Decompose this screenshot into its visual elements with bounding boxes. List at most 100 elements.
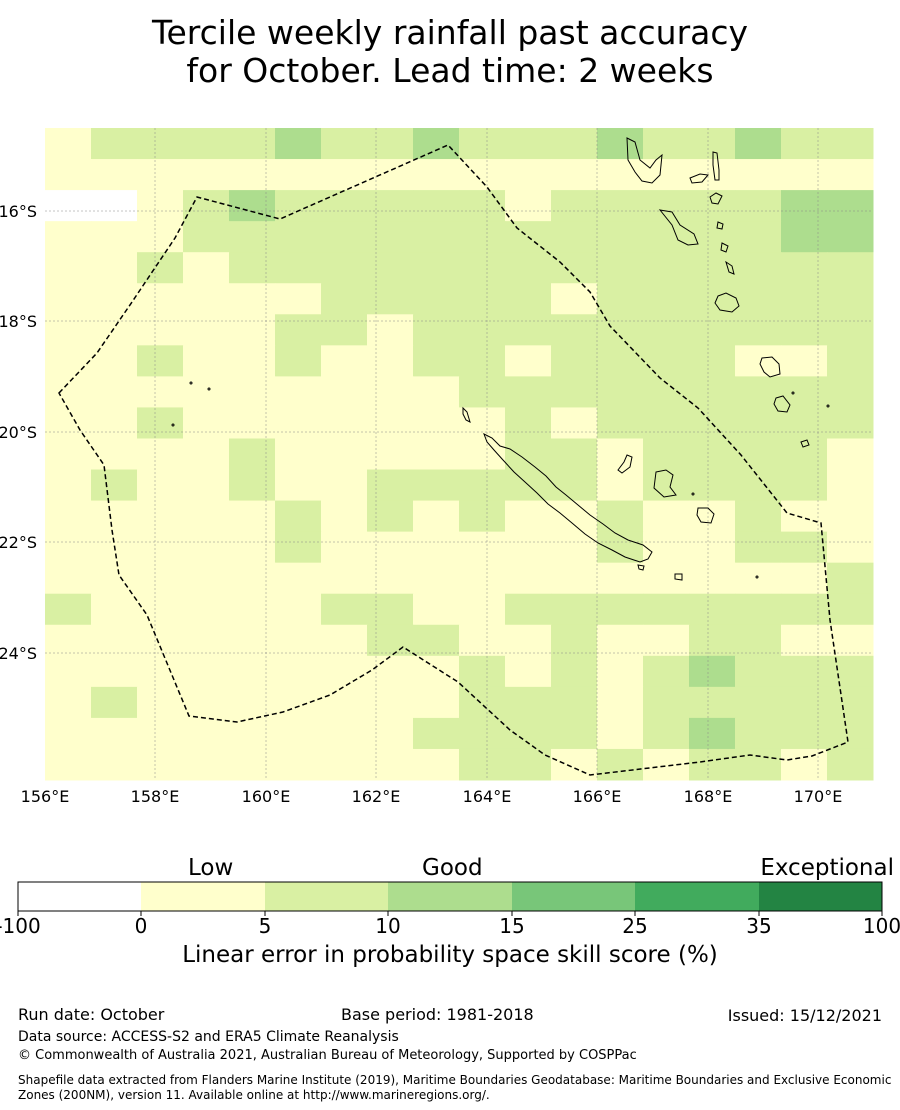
skill-cell	[735, 252, 782, 284]
skill-cell	[321, 376, 368, 408]
skill-cell	[91, 624, 138, 657]
skill-cell	[367, 159, 414, 191]
lat-label-24: 24°S	[0, 644, 37, 663]
skill-cell	[229, 593, 276, 626]
skill-cell	[275, 655, 322, 688]
skill-cell	[505, 562, 552, 595]
skill-cell	[689, 655, 736, 688]
skill-cell	[459, 345, 506, 377]
skill-cell	[229, 190, 276, 222]
skill-cell	[321, 345, 368, 377]
colorbar-swatch-0-5	[141, 882, 265, 911]
skill-cell	[735, 159, 782, 191]
skill-cell	[229, 531, 276, 564]
skill-cell	[551, 655, 598, 688]
data-source: Data source: ACCESS-S2 and ERA5 Climate …	[18, 1029, 399, 1045]
skill-cell	[45, 345, 92, 377]
skill-cell	[735, 686, 782, 719]
skill-cell	[505, 128, 552, 160]
skill-cell	[597, 593, 644, 626]
lat-label-16: 16°S	[0, 202, 37, 221]
skill-cell	[229, 438, 276, 471]
skill-cell	[137, 686, 184, 719]
skill-cell	[827, 128, 874, 160]
skill-cell	[367, 376, 414, 408]
skill-cell	[91, 562, 138, 595]
skill-cell	[45, 314, 92, 346]
skill-cell	[551, 283, 598, 315]
skill-cell	[137, 376, 184, 408]
category-exceptional: Exceptional	[760, 855, 894, 881]
skill-cell	[367, 407, 414, 439]
skill-cell	[827, 469, 874, 502]
skill-cell	[459, 128, 506, 160]
skill-cell	[597, 500, 644, 533]
skill-cell	[183, 469, 230, 502]
skill-cell	[689, 128, 736, 160]
vanuatu-efate	[725, 260, 735, 275]
skill-cell	[321, 531, 368, 564]
walpole-island	[674, 573, 683, 581]
vanuatu-ambrym	[709, 192, 723, 205]
skill-cell	[183, 345, 230, 377]
skill-cell	[413, 376, 460, 408]
skill-cell	[229, 562, 276, 595]
skill-cell	[413, 283, 460, 315]
skill-cell	[45, 438, 92, 471]
skill-cell	[413, 314, 460, 346]
skill-cell	[183, 531, 230, 564]
skill-cell	[597, 438, 644, 471]
skill-cell	[781, 159, 828, 191]
skill-cell	[781, 748, 828, 781]
islet-2	[207, 387, 211, 391]
skill-cell	[689, 686, 736, 719]
skill-cell	[229, 283, 276, 315]
skill-cell	[459, 748, 506, 781]
new-caledonia-grande-terre	[483, 432, 653, 563]
skill-cell	[643, 655, 690, 688]
skill-cell	[551, 531, 598, 564]
skill-cell	[597, 345, 644, 377]
skill-cell	[321, 252, 368, 284]
skill-cell	[275, 593, 322, 626]
skill-cell	[275, 128, 322, 160]
skill-cell	[137, 438, 184, 471]
skill-cell	[827, 159, 874, 191]
skill-cell	[689, 345, 736, 377]
skill-cell	[597, 159, 644, 191]
colorbar-tick-15: 15	[499, 914, 524, 938]
skill-cell	[91, 593, 138, 626]
skill-cell	[321, 221, 368, 253]
skill-cell	[45, 500, 92, 533]
skill-cell	[367, 500, 414, 533]
vanuatu-epi	[716, 221, 724, 230]
eez-boundary	[58, 144, 849, 776]
skill-cell	[137, 624, 184, 657]
skill-cell	[505, 438, 552, 471]
skill-cell	[735, 345, 782, 377]
skill-cell	[827, 190, 874, 222]
skill-cell	[459, 407, 506, 439]
skill-cell	[735, 314, 782, 346]
skill-cell	[643, 624, 690, 657]
skill-cell	[781, 345, 828, 377]
skill-cell	[367, 717, 414, 750]
skill-cell	[781, 252, 828, 284]
skill-cell	[321, 190, 368, 222]
skill-cell	[275, 159, 322, 191]
skill-cell	[551, 717, 598, 750]
skill-cell	[551, 128, 598, 160]
skill-cell	[781, 314, 828, 346]
colorbar: -100 0 5 10 15 25 35 100	[0, 881, 900, 938]
skill-cell	[597, 748, 644, 781]
skill-cell	[459, 376, 506, 408]
skill-cell	[137, 469, 184, 502]
skill-cell	[413, 717, 460, 750]
skill-cell	[45, 376, 92, 408]
skill-cell	[367, 593, 414, 626]
skill-cell	[827, 345, 874, 377]
skill-cell	[689, 469, 736, 502]
skill-cell	[827, 531, 874, 564]
skill-cell	[643, 283, 690, 315]
skill-cell	[551, 190, 598, 222]
